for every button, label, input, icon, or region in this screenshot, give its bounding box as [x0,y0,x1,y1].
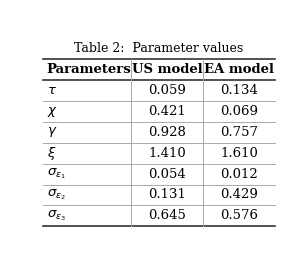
Text: 0.757: 0.757 [220,126,258,139]
Text: $\chi$: $\chi$ [47,105,58,118]
Text: 0.429: 0.429 [220,188,258,201]
Text: 0.421: 0.421 [148,105,186,118]
Text: Table 2:  Parameter values: Table 2: Parameter values [75,43,244,55]
Text: $\sigma_{\varepsilon_3}$: $\sigma_{\varepsilon_3}$ [47,209,66,223]
Text: 0.059: 0.059 [148,84,186,97]
Text: 1.410: 1.410 [148,147,186,160]
Text: 1.610: 1.610 [220,147,258,160]
Text: 0.134: 0.134 [220,84,258,97]
Text: $\tau$: $\tau$ [47,84,57,97]
Text: 0.131: 0.131 [148,188,186,201]
Text: 0.069: 0.069 [220,105,258,118]
Text: $\sigma_{\varepsilon_2}$: $\sigma_{\varepsilon_2}$ [47,188,66,202]
Text: 0.054: 0.054 [148,168,186,181]
Text: 0.645: 0.645 [148,209,186,222]
Text: US model: US model [132,63,203,76]
Text: Parameters: Parameters [47,63,132,76]
Text: $\xi$: $\xi$ [47,145,56,162]
Text: 0.928: 0.928 [148,126,186,139]
Text: EA model: EA model [204,63,274,76]
Text: 0.576: 0.576 [220,209,258,222]
Text: 0.012: 0.012 [220,168,258,181]
Text: $\sigma_{\varepsilon_1}$: $\sigma_{\varepsilon_1}$ [47,167,66,181]
Text: $\gamma$: $\gamma$ [47,126,57,139]
